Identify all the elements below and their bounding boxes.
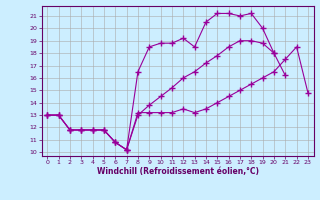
X-axis label: Windchill (Refroidissement éolien,°C): Windchill (Refroidissement éolien,°C) (97, 167, 259, 176)
